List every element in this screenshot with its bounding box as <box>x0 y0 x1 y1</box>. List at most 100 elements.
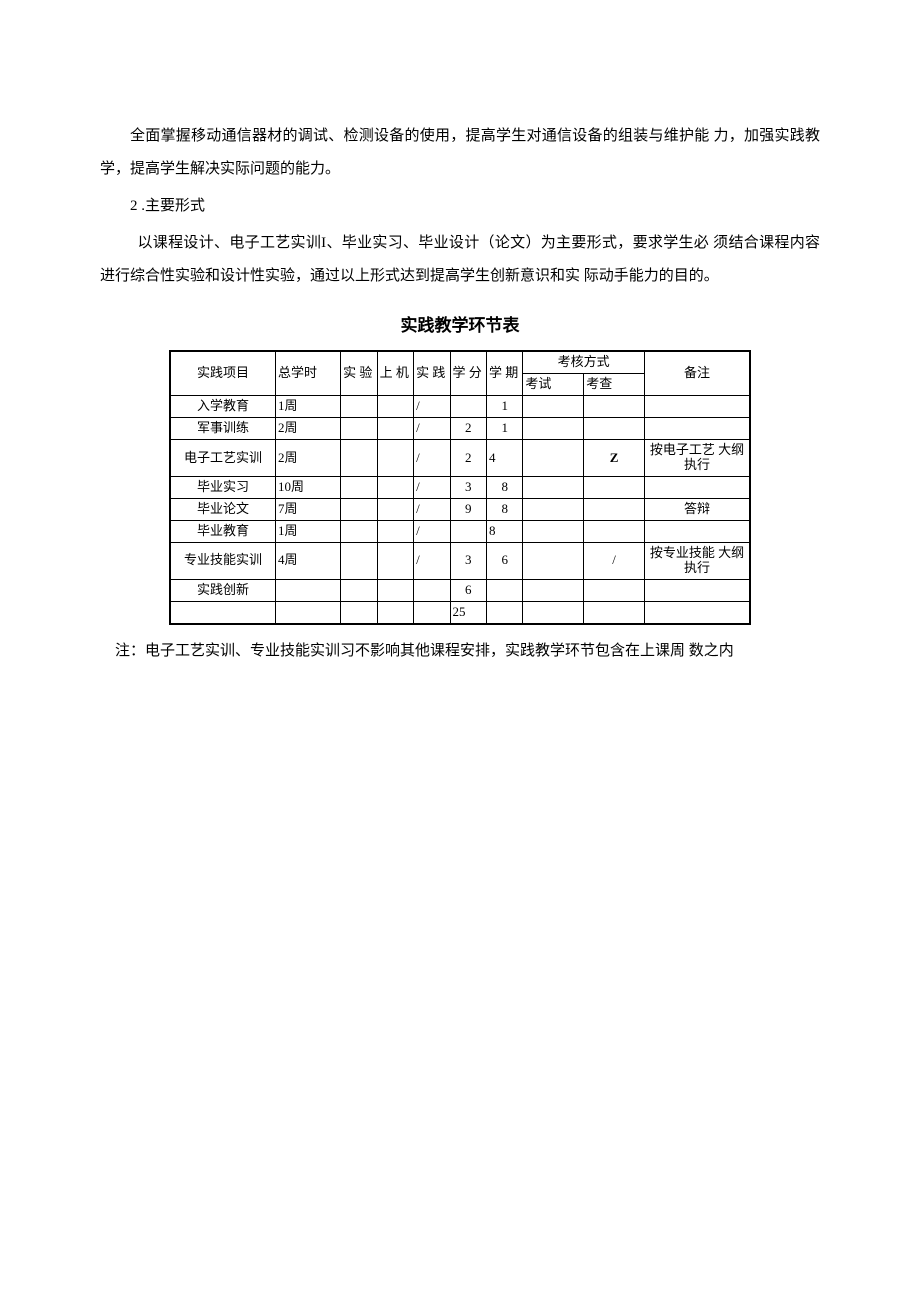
cell-check <box>584 477 645 499</box>
cell-comp <box>377 477 413 499</box>
cell-prac <box>414 601 450 623</box>
cell-comp <box>377 396 413 418</box>
cell-comp <box>377 498 413 520</box>
cell-exp <box>341 440 377 477</box>
cell-exp <box>341 396 377 418</box>
cell-comp <box>377 601 413 623</box>
cell-exam <box>523 396 584 418</box>
table-row: 毕业实习 10周 / 3 8 <box>171 477 750 499</box>
cell-credit: 9 <box>450 498 486 520</box>
section-label: .主要形式 <box>141 198 205 214</box>
cell-prac: / <box>414 440 450 477</box>
col-term: 学 期 <box>486 352 522 396</box>
practice-table: 实践项目 总学时 实 验 上 机 实 践 学 分 学 期 考核方式 备注 考试 … <box>170 351 750 623</box>
cell-project: 入学教育 <box>171 396 276 418</box>
table-header-row-1: 实践项目 总学时 实 验 上 机 实 践 学 分 学 期 考核方式 备注 <box>171 352 750 374</box>
cell-prac <box>414 579 450 601</box>
col-check: 考查 <box>584 374 645 396</box>
col-practice: 实 践 <box>414 352 450 396</box>
col-credit: 学 分 <box>450 352 486 396</box>
cell-comp <box>377 418 413 440</box>
cell-check <box>584 579 645 601</box>
document-page: 全面掌握移动通信器材的调试、检测设备的使用，提高学生对通信设备的组装与维护能 力… <box>0 0 920 732</box>
table-body: 入学教育 1周 / 1 军事训练 2周 / 2 <box>171 396 750 623</box>
col-project: 实践项目 <box>171 352 276 396</box>
table-header: 实践项目 总学时 实 验 上 机 实 践 学 分 学 期 考核方式 备注 考试 … <box>171 352 750 396</box>
paragraph-intro: 全面掌握移动通信器材的调试、检测设备的使用，提高学生对通信设备的组装与维护能 力… <box>100 120 820 186</box>
table-row: 入学教育 1周 / 1 <box>171 396 750 418</box>
cell-check: / <box>584 542 645 579</box>
cell-total <box>275 579 340 601</box>
cell-credit: 2 <box>450 418 486 440</box>
table-row: 军事训练 2周 / 2 1 <box>171 418 750 440</box>
cell-exam <box>523 498 584 520</box>
cell-term: 4 <box>486 440 522 477</box>
cell-exp <box>341 520 377 542</box>
cell-total: 4周 <box>275 542 340 579</box>
cell-prac: / <box>414 396 450 418</box>
col-assessment: 考核方式 <box>523 352 645 374</box>
col-remark: 备注 <box>644 352 749 396</box>
cell-check <box>584 418 645 440</box>
cell-total: 7周 <box>275 498 340 520</box>
paragraph-main-form: 以课程设计、电子工艺实训I、毕业实习、毕业设计（论文）为主要形式，要求学生必 须… <box>100 227 820 293</box>
cell-check: Z <box>584 440 645 477</box>
cell-term <box>486 579 522 601</box>
cell-remark: 按电子工艺 大纲执行 <box>644 440 749 477</box>
cell-term: 6 <box>486 542 522 579</box>
table-note: 注：电子工艺实训、专业技能实训习不影响其他课程安排，实践教学环节包含在上课周 数… <box>100 635 820 668</box>
cell-term: 8 <box>486 477 522 499</box>
cell-total: 10周 <box>275 477 340 499</box>
cell-exam <box>523 440 584 477</box>
cell-credit <box>450 520 486 542</box>
table-row: 毕业论文 7周 / 9 8 答辩 <box>171 498 750 520</box>
cell-exam <box>523 542 584 579</box>
cell-remark <box>644 579 749 601</box>
cell-total: 1周 <box>275 396 340 418</box>
cell-check <box>584 498 645 520</box>
table-row: 专业技能实训 4周 / 3 6 / 按专业技能 大纲执行 <box>171 542 750 579</box>
cell-credit: 2 <box>450 440 486 477</box>
cell-project: 专业技能实训 <box>171 542 276 579</box>
cell-remark <box>644 396 749 418</box>
cell-remark <box>644 418 749 440</box>
cell-comp <box>377 440 413 477</box>
cell-term: 8 <box>486 498 522 520</box>
cell-exam <box>523 601 584 623</box>
paragraph-section-num: 2 .主要形式 <box>100 190 820 223</box>
table-row: 实践创新 6 <box>171 579 750 601</box>
col-total-hours: 总学时 <box>275 352 340 396</box>
cell-check <box>584 601 645 623</box>
cell-project: 电子工艺实训 <box>171 440 276 477</box>
cell-project: 毕业实习 <box>171 477 276 499</box>
cell-project: 毕业教育 <box>171 520 276 542</box>
cell-prac: / <box>414 477 450 499</box>
table-footer-row: 25 <box>171 601 750 623</box>
cell-prac: / <box>414 542 450 579</box>
cell-remark <box>644 477 749 499</box>
cell-exam <box>523 579 584 601</box>
cell-comp <box>377 542 413 579</box>
cell-credit: 6 <box>450 579 486 601</box>
cell-exp <box>341 477 377 499</box>
cell-exp <box>341 418 377 440</box>
col-computer: 上 机 <box>377 352 413 396</box>
cell-term <box>486 601 522 623</box>
cell-term: 8 <box>486 520 522 542</box>
cell-term: 1 <box>486 418 522 440</box>
section-number: 2 <box>130 198 141 214</box>
cell-remark: 答辩 <box>644 498 749 520</box>
cell-exp <box>341 498 377 520</box>
cell-exam <box>523 520 584 542</box>
col-exam: 考试 <box>523 374 584 396</box>
cell-remark <box>644 520 749 542</box>
table-row: 电子工艺实训 2周 / 2 4 Z 按电子工艺 大纲执行 <box>171 440 750 477</box>
cell-project: 毕业论文 <box>171 498 276 520</box>
cell-prac: / <box>414 520 450 542</box>
cell-prac: / <box>414 498 450 520</box>
cell-project: 军事训练 <box>171 418 276 440</box>
cell-credit: 3 <box>450 542 486 579</box>
cell-project <box>171 601 276 623</box>
cell-exam <box>523 477 584 499</box>
table-title: 实践教学环节表 <box>100 307 820 344</box>
